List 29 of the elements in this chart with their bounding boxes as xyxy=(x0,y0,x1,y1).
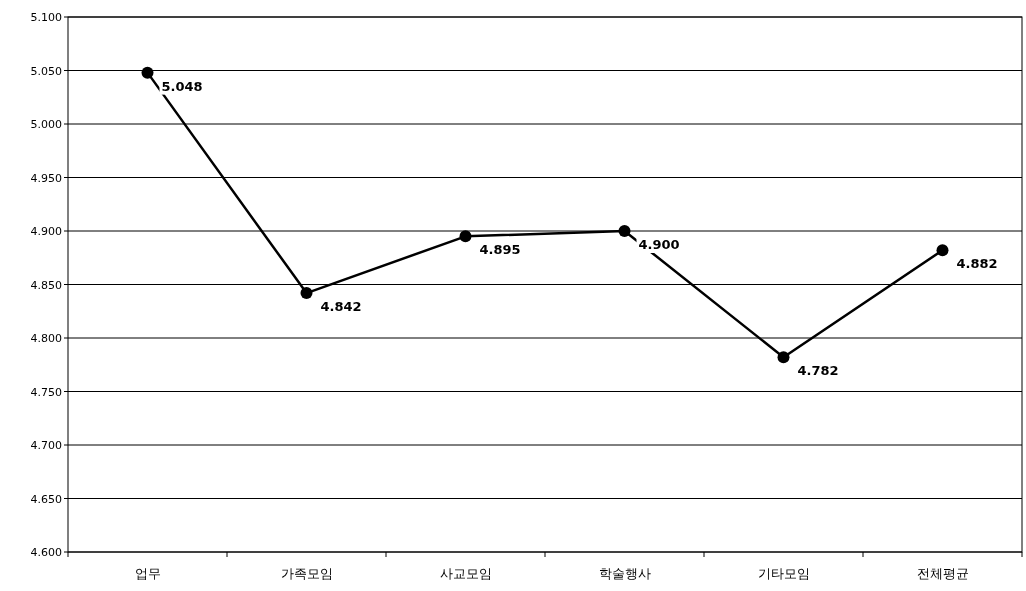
y-tick-label: 5.050 xyxy=(30,64,62,78)
point xyxy=(936,244,949,257)
y-tick-label: 4.800 xyxy=(30,332,62,345)
y-tick-label: 4.850 xyxy=(30,278,62,292)
x-tick-label: 업무 xyxy=(134,566,161,581)
y-tick-label: 4.700 xyxy=(30,439,62,452)
text: 4.895 xyxy=(479,242,521,258)
text: 4.842 xyxy=(320,299,362,315)
y-tick-label: 5.000 xyxy=(30,118,62,131)
y-tick-label: 4.900 xyxy=(30,225,62,238)
x-tick-label: 기타모임 xyxy=(757,566,810,581)
x-tick-label: 전체평균 xyxy=(916,566,969,581)
x-tick-label: 가족모임 xyxy=(280,566,333,581)
point xyxy=(141,66,154,79)
point xyxy=(777,351,790,364)
point xyxy=(459,230,472,243)
point xyxy=(618,225,631,237)
y-tick-label: 4.950 xyxy=(30,171,62,185)
text: 4.782 xyxy=(797,363,839,379)
text: 4.900 xyxy=(638,237,680,252)
point xyxy=(300,287,313,300)
y-tick-label: 5.100 xyxy=(30,11,62,24)
text: 5.048 xyxy=(161,78,203,94)
x-tick-label: 학술행사 xyxy=(598,566,651,581)
y-tick-label: 4.650 xyxy=(30,492,62,506)
x-tick-label: 사교모임 xyxy=(439,566,492,581)
text: 4.882 xyxy=(956,256,998,272)
y-tick-label: 4.600 xyxy=(30,546,62,559)
y-tick-label: 4.750 xyxy=(30,385,62,399)
